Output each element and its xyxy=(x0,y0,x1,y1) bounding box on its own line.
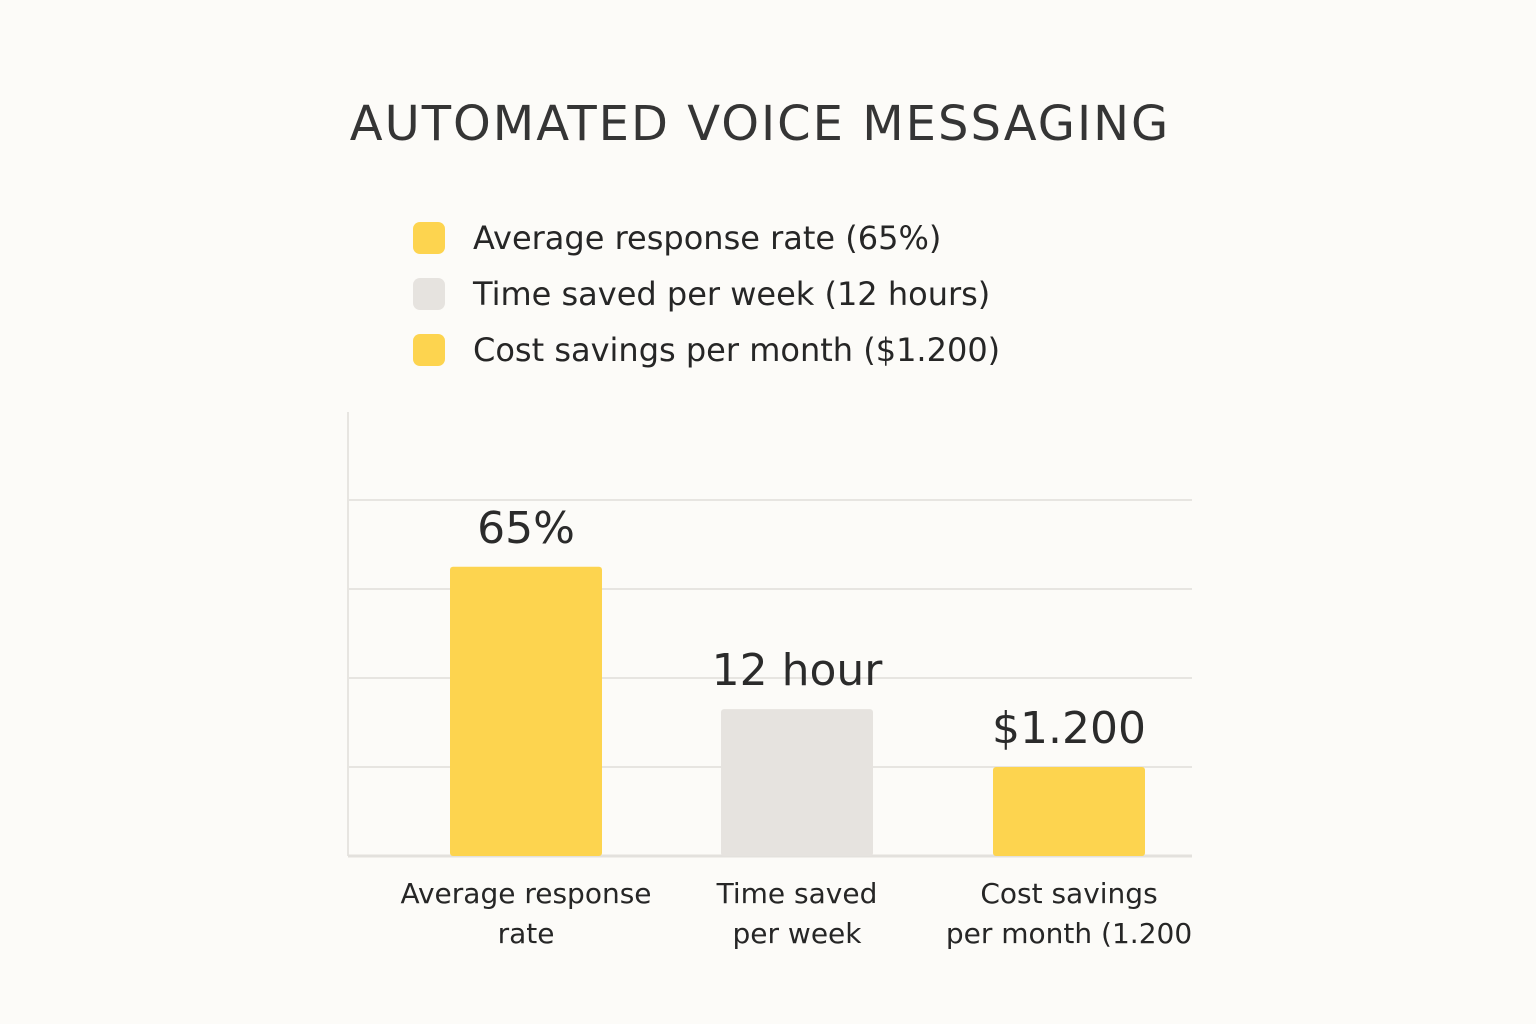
data-label-response-rate: 65% xyxy=(477,503,575,554)
bar-time-saved xyxy=(721,709,873,856)
x-tick-label-cost-savings: Cost savings per month (1.200 xyxy=(919,874,1219,954)
bar-cost-savings xyxy=(993,767,1145,856)
bar-response-rate xyxy=(450,567,602,856)
data-label-cost-savings: $1.200 xyxy=(992,703,1146,754)
x-tick-label-response-rate: Average response rate xyxy=(376,874,676,954)
data-label-time-saved: 12 hour xyxy=(712,645,884,696)
x-tick-label-time-saved: Time saved per week xyxy=(647,874,947,954)
